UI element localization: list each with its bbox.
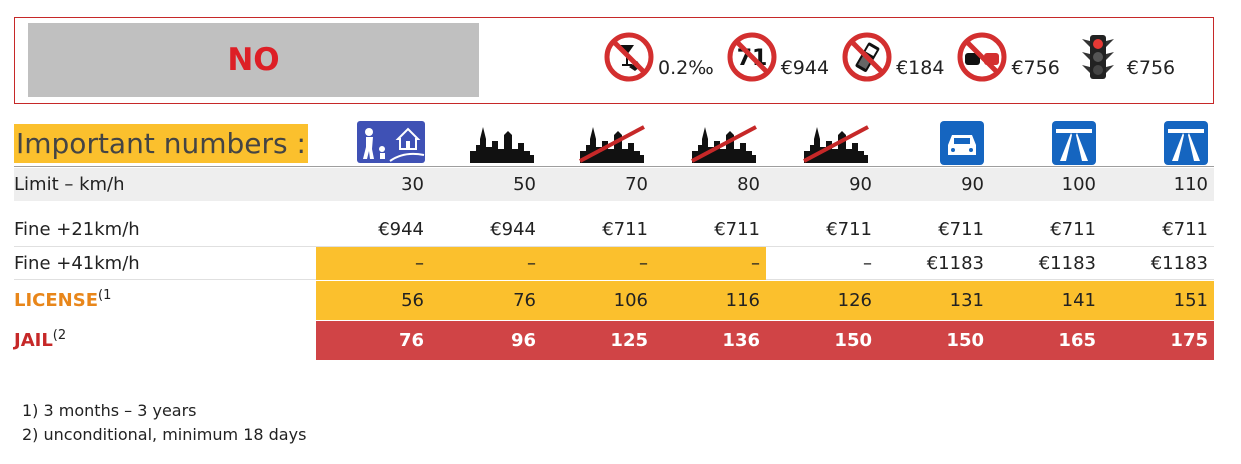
license-label-text: LICENSE [14, 290, 98, 311]
table-cell: 136 [722, 330, 760, 351]
table-cell: 70 [625, 174, 648, 195]
table-cell: 100 [1061, 174, 1096, 195]
table-cell: – [863, 253, 872, 274]
penalty-overtaking-value: €756 [1011, 57, 1060, 79]
no-phone-icon [842, 32, 892, 82]
table-cell: 165 [1058, 330, 1096, 351]
no-red-light-sign-icon: 71 [727, 32, 777, 82]
table-cell: 80 [737, 174, 760, 195]
table-cell: €1183 [926, 253, 984, 274]
motorway-icon [1052, 121, 1096, 165]
penalty-alcohol: 0.2‰ [603, 31, 714, 83]
table-cell: €711 [1162, 219, 1208, 240]
table-cell: €711 [826, 219, 872, 240]
row-label-license: LICENSE(1 [14, 281, 111, 320]
penalty-list: 0.2‰ 71 €944 €184 [603, 29, 1187, 85]
highlight-band [316, 321, 1214, 360]
table-cell: 90 [849, 174, 872, 195]
table-row-fine-21: Fine +21km/h €944 €944 €711 €711 €711 €7… [14, 213, 1214, 247]
table-row-fine-41: Fine +41km/h – – – – – €1183 €1183 €1183 [14, 247, 1214, 280]
table-cell: – [527, 253, 536, 274]
table-cell: €711 [1050, 219, 1096, 240]
no-overtaking-icon [957, 32, 1007, 82]
row-label: Fine +21km/h [14, 219, 140, 240]
penalty-speed: 71 €944 [726, 31, 829, 83]
table-cell: 30 [401, 174, 424, 195]
no-drink-driving-icon [604, 32, 654, 82]
table-cell: 110 [1173, 174, 1208, 195]
city-end-icon [803, 125, 869, 163]
penalty-red-light: €756 [1072, 31, 1175, 83]
city-icon [470, 127, 534, 163]
table-cell: 76 [398, 330, 424, 351]
footnote-1: 1) 3 months – 3 years [22, 401, 197, 420]
row-label-jail: JAIL(2 [14, 321, 66, 360]
footnotes: 1) 3 months – 3 years 2) unconditional, … [22, 399, 306, 447]
penalty-banner: NO 0.2‰ 71 €944 [14, 17, 1214, 104]
table-cell: 116 [725, 290, 760, 311]
table-cell: 90 [961, 174, 984, 195]
header-divider [14, 166, 1214, 167]
table-cell: 150 [946, 330, 984, 351]
table-cell: 76 [513, 290, 536, 311]
table-cell: – [639, 253, 648, 274]
penalty-phone: €184 [841, 31, 944, 83]
table-cell: 175 [1170, 330, 1208, 351]
penalty-phone-value: €184 [896, 57, 945, 79]
table-cell: €711 [938, 219, 984, 240]
table-cell: 125 [610, 330, 648, 351]
penalty-overtaking: €756 [956, 31, 1060, 83]
verdict-box: NO [28, 23, 479, 97]
penalty-alcohol-value: 0.2‰ [658, 57, 714, 79]
table-title: Important numbers : [14, 124, 308, 163]
motorway-icon [1164, 121, 1208, 165]
footnote-ref-2: (2 [52, 328, 67, 343]
table-cell: 50 [513, 174, 536, 195]
table-cell: 56 [401, 290, 424, 311]
row-label: Limit – km/h [14, 174, 125, 195]
table-cell: – [751, 253, 760, 274]
penalty-red-light-value: €756 [1126, 57, 1176, 79]
highlight-band [316, 247, 766, 280]
table-cell: 131 [949, 290, 984, 311]
highlight-band [316, 281, 1214, 320]
table-cell: 151 [1173, 290, 1208, 311]
table-row-jail: JAIL(2 76 96 125 136 150 150 165 175 [14, 321, 1214, 360]
table-row-limit: Limit – km/h 30 50 70 80 90 90 100 110 [14, 168, 1214, 201]
table-cell: €944 [378, 219, 424, 240]
table-cell: – [415, 253, 424, 274]
table-cell: 96 [510, 330, 536, 351]
table-cell: €1183 [1150, 253, 1208, 274]
residential-zone-icon [357, 121, 425, 163]
motor-road-icon [940, 121, 984, 165]
city-end-icon [691, 125, 757, 163]
table-cell: 141 [1061, 290, 1096, 311]
table-row-license: LICENSE(1 56 76 106 116 126 131 141 151 [14, 281, 1214, 320]
table-cell: 150 [834, 330, 872, 351]
table-cell: €711 [602, 219, 648, 240]
table-cell: 106 [613, 290, 648, 311]
table-cell: 126 [837, 290, 872, 311]
verdict-text: NO [227, 42, 280, 78]
jail-label-text: JAIL [14, 330, 53, 351]
city-end-icon [579, 125, 645, 163]
table-cell: €711 [714, 219, 760, 240]
table-cell: €944 [490, 219, 536, 240]
footnote-ref-1: (1 [98, 288, 112, 303]
table-cell: €1183 [1038, 253, 1096, 274]
penalty-speed-value: €944 [780, 57, 830, 79]
row-label: Fine +41km/h [14, 253, 140, 274]
traffic-light-icon [1081, 35, 1114, 79]
footnote-2: 2) unconditional, minimum 18 days [22, 425, 307, 444]
